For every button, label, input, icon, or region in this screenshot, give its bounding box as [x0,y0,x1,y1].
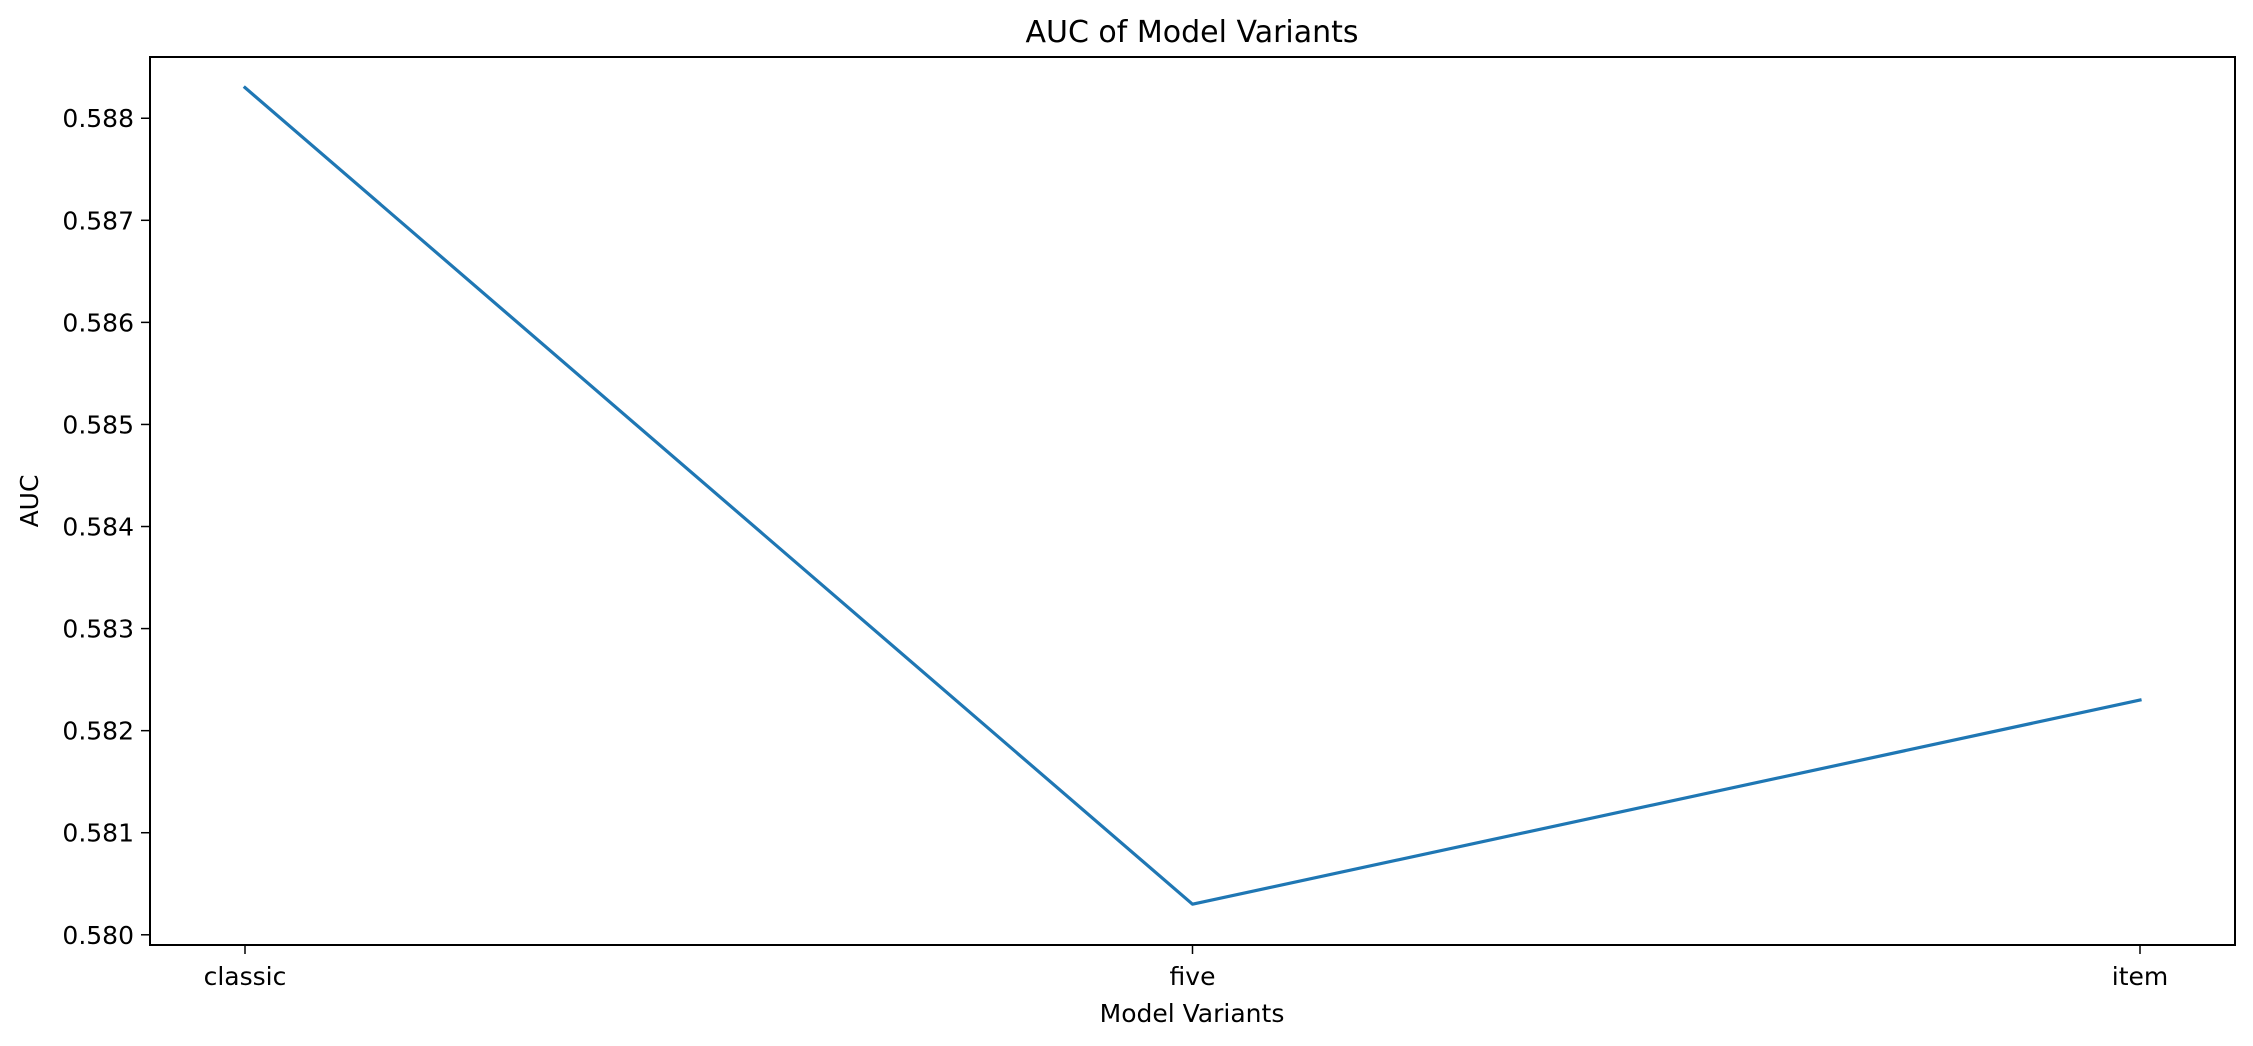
y-axis-label: AUC [15,475,44,528]
y-tick-label: 0.583 [62,615,134,644]
x-axis-label: Model Variants [1100,999,1285,1028]
y-tick-label: 0.588 [62,104,134,133]
x-tick-label: classic [204,962,287,991]
y-tick-label: 0.584 [62,513,134,542]
y-tick-label: 0.585 [62,410,134,439]
y-tick-label: 0.581 [62,819,134,848]
x-axis-ticks: classic five item [204,945,2168,991]
y-tick-label: 0.580 [62,921,134,950]
y-axis-ticks: 0.580 0.581 0.582 0.583 0.584 0.585 0.586 0.587… [62,104,150,950]
series-line-auc [242,85,2142,906]
y-tick-label: 0.582 [62,717,134,746]
x-tick-label: five [1170,962,1216,991]
y-tick-label: 0.586 [62,308,134,337]
y-tick-label: 0.587 [62,206,134,235]
series-group [242,85,2142,906]
plot-area-frame [149,56,2236,946]
chart-title: AUC of Model Variants [1025,15,1358,50]
x-tick-label: item [2112,962,2168,991]
